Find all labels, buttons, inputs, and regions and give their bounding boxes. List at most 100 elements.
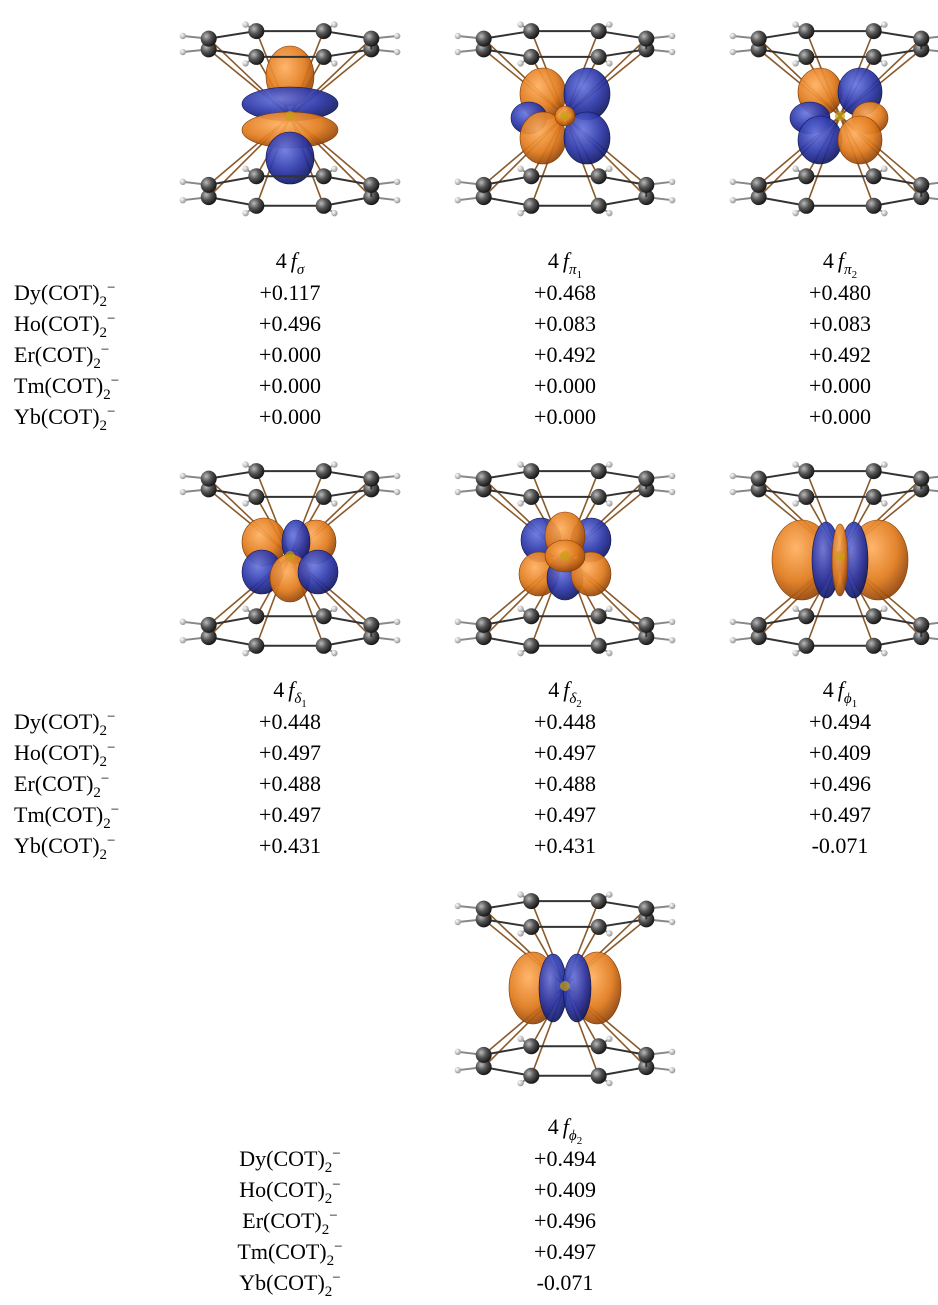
hydrogen-atom <box>881 500 887 506</box>
hydrogen-atom <box>455 903 461 909</box>
hydrogen-atom <box>730 489 736 495</box>
overlap-value: +0.000 <box>809 404 871 429</box>
molecule-image <box>455 461 676 656</box>
orbital-lobe <box>298 550 338 594</box>
hydrogen-atom <box>331 60 337 66</box>
carbon-atom <box>316 49 332 65</box>
overlap-value: +0.497 <box>259 802 321 827</box>
hydrogen-atom <box>606 930 612 936</box>
carbon-atom <box>591 1068 607 1084</box>
hydrogen-atom <box>455 179 461 185</box>
carbon-atom <box>866 489 882 505</box>
carbon-atom <box>866 608 882 624</box>
metal-atom <box>285 111 295 121</box>
complex-charge: − <box>332 1177 340 1193</box>
overlap-value: +0.496 <box>809 771 871 796</box>
hydrogen-atom <box>180 637 186 643</box>
carbon-atom <box>591 1038 607 1054</box>
orbital-lobe <box>838 116 882 164</box>
hydrogen-atom <box>455 919 461 925</box>
complex-name: Dy(COT) <box>239 1146 325 1171</box>
carbon-atom <box>591 608 607 624</box>
orbital-prefix: 4 <box>548 1114 559 1139</box>
hydrogen-atom <box>517 210 523 216</box>
hydrogen-atom <box>517 1080 523 1086</box>
carbon-atom <box>201 177 217 193</box>
complex-subscript: 2 <box>100 754 108 770</box>
complex-charge: − <box>111 802 119 818</box>
hydrogen-atom <box>792 60 798 66</box>
metal-atom <box>560 981 570 991</box>
hydrogen-atom <box>180 489 186 495</box>
page: html, body { margin: 0; padding: 0; back… <box>0 0 938 1300</box>
complex-charge: − <box>329 1208 337 1224</box>
complex-subscript: 2 <box>325 1284 333 1300</box>
hydrogen-atom <box>606 1036 612 1042</box>
hydrogen-atom <box>792 500 798 506</box>
orbital-label: 4fδ2 <box>548 677 582 710</box>
hydrogen-atom <box>881 606 887 612</box>
complex-name: Tm(COT) <box>237 1239 326 1264</box>
orbital-subscript: σ <box>297 262 305 278</box>
hydrogen-atom <box>180 179 186 185</box>
carbon-atom <box>523 1068 539 1084</box>
molecule-image <box>730 21 938 216</box>
overlap-value: +0.496 <box>259 311 321 336</box>
hydrogen-atom <box>331 500 337 506</box>
carbon-atom <box>591 893 607 909</box>
hydrogen-atom <box>394 179 400 185</box>
complex-subscript: 2 <box>100 847 108 863</box>
overlap-value: +0.488 <box>534 771 596 796</box>
hydrogen-atom <box>242 461 248 467</box>
carbon-atom <box>316 198 332 214</box>
overlap-value: +0.497 <box>534 1239 596 1264</box>
overlap-value: -0.071 <box>537 1270 594 1295</box>
hydrogen-atom <box>517 461 523 467</box>
hydrogen-atom <box>606 650 612 656</box>
complex-subscript: 2 <box>322 1222 330 1238</box>
complex-name: Yb(COT) <box>14 404 100 429</box>
carbon-atom <box>201 471 217 487</box>
complex-subscript: 2 <box>100 723 108 739</box>
carbon-atom <box>316 489 332 505</box>
carbon-atom <box>591 919 607 935</box>
complex-name: Er(COT) <box>242 1208 321 1233</box>
carbon-atom <box>201 617 217 633</box>
carbon-atom <box>476 901 492 917</box>
carbon-atom <box>866 198 882 214</box>
hydrogen-atom <box>669 919 675 925</box>
complex-name: Dy(COT) <box>14 280 100 305</box>
hydrogen-atom <box>669 49 675 55</box>
carbon-atom <box>248 23 264 39</box>
hydrogen-atom <box>606 166 612 172</box>
hydrogen-atom <box>331 606 337 612</box>
hydrogen-atom <box>455 489 461 495</box>
figure-page: { "complexes": [ {"name": "Dy(COT)", "su… <box>0 0 938 1300</box>
hydrogen-atom <box>669 473 675 479</box>
molecule-image <box>180 21 401 216</box>
complex-charge: − <box>101 342 109 358</box>
overlap-value: -0.071 <box>812 833 869 858</box>
overlap-value: +0.468 <box>534 280 596 305</box>
overlap-value: +0.409 <box>534 1177 596 1202</box>
carbon-atom <box>638 1047 654 1063</box>
complex-label: Yb(COT)2− <box>14 833 116 863</box>
carbon-atom <box>798 638 814 654</box>
hydrogen-atom <box>394 619 400 625</box>
carbon-atom <box>798 198 814 214</box>
complex-label: Yb(COT)2− <box>239 1270 341 1300</box>
carbon-atom <box>591 463 607 479</box>
hydrogen-atom <box>394 473 400 479</box>
orbital-prefix: 4 <box>273 677 284 702</box>
complex-subscript: 2 <box>93 785 101 801</box>
complex-name: Ho(COT) <box>239 1177 325 1202</box>
hydrogen-atom <box>180 473 186 479</box>
carbon-atom <box>201 31 217 47</box>
metal-atom <box>285 551 295 561</box>
hydrogen-atom <box>792 606 798 612</box>
complex-charge: − <box>107 311 115 327</box>
overlap-value: +0.000 <box>259 373 321 398</box>
orbital-prefix: 4 <box>823 677 834 702</box>
overlap-value: +0.409 <box>809 740 871 765</box>
overlap-value: +0.494 <box>534 1146 596 1171</box>
